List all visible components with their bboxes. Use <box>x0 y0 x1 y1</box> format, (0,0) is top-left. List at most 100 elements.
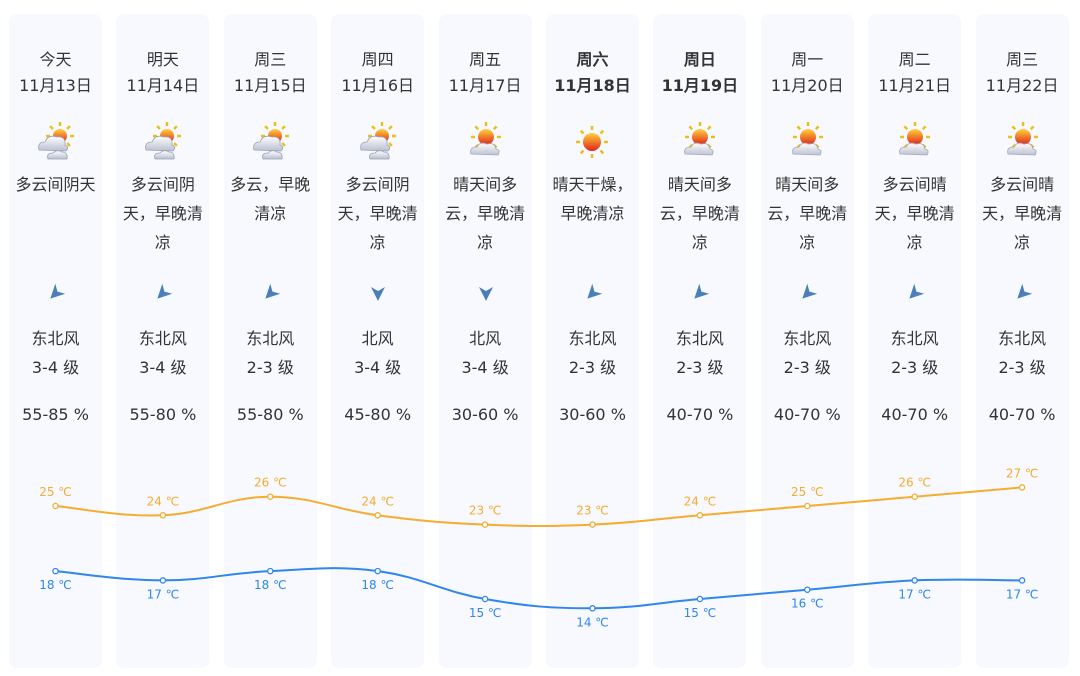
wind-level: 3-4 级 <box>139 358 187 377</box>
high-temperature-point <box>804 502 811 510</box>
date-label: 11月22日 <box>985 76 1059 95</box>
low-temperature-label: 17 ℃ <box>898 587 931 601</box>
date-label: 11月21日 <box>878 76 952 95</box>
sun-icon <box>572 122 612 162</box>
weather-description: 晴天干燥，早晚清凉 <box>552 175 633 223</box>
wind-info: 东北风 2-3 级 <box>976 324 1069 382</box>
high-temperature-label: 25 ℃ <box>791 485 824 499</box>
wind-direction-arrow-icon <box>367 282 389 304</box>
weekday-label: 周三 <box>1006 50 1039 69</box>
weekday-label: 周三 <box>254 50 287 69</box>
day-header: 周三 11月22日 <box>976 47 1069 99</box>
date-label: 11月19日 <box>661 76 739 95</box>
wind-info: 北风 3-4 级 <box>439 324 532 382</box>
low-temperature-point <box>481 595 489 603</box>
wind-direction-arrow-icon <box>582 282 604 304</box>
weekday-label: 明天 <box>146 50 179 69</box>
cloudy-sun-icon <box>357 122 397 162</box>
high-temperature-point <box>589 521 596 528</box>
humidity: 40-70 % <box>773 405 841 424</box>
high-temperature-label: 26 ℃ <box>898 476 931 490</box>
high-temperature-point <box>696 512 704 519</box>
wind-level: 2-3 级 <box>676 358 724 377</box>
high-temperature-point <box>267 493 274 500</box>
date-label: 11月18日 <box>554 76 631 95</box>
day-header: 周一 11月20日 <box>761 47 854 99</box>
wind-info: 东北风 2-3 级 <box>761 324 854 382</box>
high-temperature-point <box>481 521 489 528</box>
wind-direction-arrow-icon <box>689 282 711 304</box>
high-temperature-label: 24 ℃ <box>147 494 180 508</box>
weekday-label: 周二 <box>898 50 931 69</box>
weather-description: 晴天间多云，早晚清凉 <box>767 175 848 252</box>
wind-direction: 东北风 <box>138 329 187 348</box>
wind-level: 3-4 级 <box>354 358 402 377</box>
wind-direction-arrow-icon <box>260 282 282 304</box>
weather-description: 多云间阴天 <box>15 175 96 194</box>
sun-cloud-icon <box>1002 122 1042 162</box>
day-header: 周二 11月21日 <box>868 47 961 99</box>
day-column: 周四 11月16日 多云间阴天，早晚清凉 北风 3-4 级 45-80 % <box>331 14 425 668</box>
high-temperature-label: 25 ℃ <box>39 485 72 499</box>
day-header: 周五 11月17日 <box>439 47 532 99</box>
wind-info: 东北风 3-4 级 <box>9 324 102 382</box>
weekday-label: 周五 <box>469 50 502 69</box>
sun-cloud-icon <box>894 122 934 162</box>
weekday-label: 周一 <box>791 50 824 69</box>
wind-level: 2-3 级 <box>998 358 1046 377</box>
high-temperature-label: 23 ℃ <box>469 504 502 518</box>
low-temperature-label: 18 ℃ <box>39 578 72 592</box>
day-header: 周三 11月15日 <box>224 47 317 99</box>
wind-direction-arrow-icon <box>152 282 174 304</box>
wind-direction: 北风 <box>361 329 394 348</box>
low-temperature-point <box>267 567 274 575</box>
sun-cloud-icon <box>465 122 505 162</box>
date-label: 11月16日 <box>341 76 415 95</box>
high-temperature-point <box>374 512 381 519</box>
day-header: 明天 11月14日 <box>116 47 209 99</box>
wind-info: 东北风 2-3 级 <box>224 324 317 382</box>
wind-direction-arrow-icon <box>797 282 819 304</box>
high-temperature-line <box>55 486 1023 527</box>
day-column: 周三 11月15日 多云，早晚清凉 东北风 2-3 级 55-80 % <box>223 14 317 668</box>
cloudy-sun-icon <box>142 122 182 162</box>
low-temperature-label: 18 ℃ <box>254 578 287 592</box>
day-column: 周三 11月22日 多云间晴天，早晚清凉 东北风 2-3 级 40-70 % <box>975 14 1069 668</box>
wind-direction: 东北风 <box>783 329 832 348</box>
humidity: 30-60 % <box>451 405 519 424</box>
weather-description: 晴天间多云，早晚清凉 <box>659 175 740 252</box>
wind-level: 2-3 级 <box>568 358 617 377</box>
day-column: 周五 11月17日 晴天间多云，早晚清凉 北风 3-4 级 30-60 % <box>438 14 532 668</box>
cloudy-sun-icon <box>35 122 75 162</box>
humidity: 55-80 % <box>236 405 304 424</box>
low-temperature-label: 15 ℃ <box>469 606 502 620</box>
humidity: 45-80 % <box>344 405 412 424</box>
wind-info: 东北风 3-4 级 <box>116 324 209 382</box>
low-temperature-label: 15 ℃ <box>684 606 717 620</box>
sun-cloud-icon <box>787 122 827 162</box>
high-temperature-label: 24 ℃ <box>684 494 717 508</box>
wind-direction: 东北风 <box>246 329 295 348</box>
wind-info: 东北风 2-3 级 <box>868 324 961 382</box>
wind-level: 3-4 级 <box>31 358 80 377</box>
low-temperature-label: 17 ℃ <box>147 587 180 601</box>
low-temperature-point <box>52 567 59 575</box>
date-label: 11月14日 <box>126 76 200 95</box>
wind-direction: 东北风 <box>998 329 1047 348</box>
humidity: 55-85 % <box>22 405 89 424</box>
date-label: 11月15日 <box>233 76 307 95</box>
wind-direction-arrow-icon <box>1012 282 1034 304</box>
high-temperature-label: 23 ℃ <box>576 504 609 518</box>
wind-direction: 东北风 <box>568 329 617 348</box>
weekday-label: 周六 <box>576 50 609 69</box>
weather-description: 多云间阴天，早晚清凉 <box>122 175 203 252</box>
sun-cloud-icon <box>679 122 719 162</box>
humidity: 55-80 % <box>129 405 197 424</box>
day-column: 周日 11月19日 晴天间多云，早晚清凉 东北风 2-3 级 40-70 % <box>653 14 747 668</box>
day-header: 周六 11月18日 <box>546 47 639 99</box>
humidity: 40-70 % <box>666 405 734 424</box>
wind-info: 北风 3-4 级 <box>331 324 424 382</box>
wind-level: 2-3 级 <box>783 358 831 377</box>
wind-direction-arrow-icon <box>45 282 67 304</box>
